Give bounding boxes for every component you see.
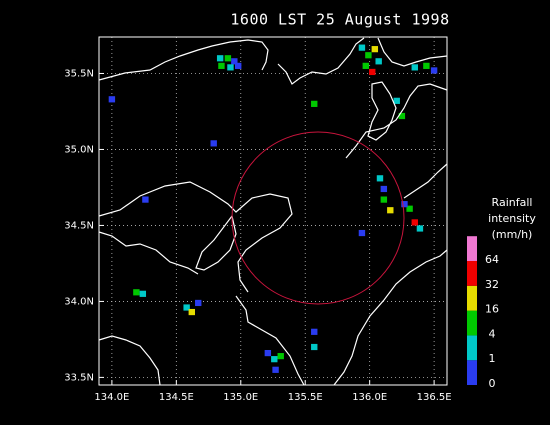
y-tick-label: 34.5N — [64, 220, 94, 231]
rain-cell — [139, 290, 147, 297]
rain-cell — [218, 62, 225, 69]
rain-cell — [195, 299, 202, 307]
colorbar: Rainfall intensity (mm/h) 0 1 4 16 32 64 — [467, 196, 536, 390]
plot-frame — [98, 36, 448, 386]
colorbar-segment — [467, 261, 477, 286]
rain-cell — [406, 205, 413, 212]
y-tick-label: 35.5N — [64, 68, 94, 79]
rain-cell — [264, 349, 272, 357]
radar-range — [231, 131, 405, 305]
rain-cell — [411, 219, 418, 226]
rain-cells — [108, 44, 438, 373]
rain-cell — [380, 185, 388, 193]
rain-cell — [387, 207, 394, 214]
rain-cell — [423, 62, 430, 69]
rain-cell — [231, 58, 238, 65]
colorbar-label: 1 — [489, 352, 496, 365]
rain-cell — [369, 68, 376, 76]
colorbar-title: Rainfall — [492, 196, 533, 209]
rain-cell — [183, 304, 190, 311]
rain-cell — [277, 353, 284, 360]
rain-cell — [311, 328, 318, 335]
x-tick-label: 134.0E — [94, 392, 129, 403]
coastlines — [98, 37, 448, 386]
rain-cell — [401, 201, 408, 208]
rain-cell — [398, 112, 406, 120]
colorbar-label: 16 — [485, 303, 499, 316]
rain-cell — [380, 196, 388, 203]
coastline — [277, 37, 365, 85]
rain-cell — [393, 97, 400, 104]
y-tick-label: 34.0N — [64, 296, 94, 307]
rain-cell — [224, 55, 232, 62]
rain-cell — [365, 52, 372, 59]
rain-cell — [362, 62, 369, 69]
rain-cell — [311, 100, 318, 107]
colorbar-segment — [467, 360, 477, 385]
rain-cell — [358, 44, 366, 51]
rain-cell — [133, 289, 140, 296]
axes: 134.0E 134.5E 135.0E 135.5E 136.0E 136.5E 33.5… — [64, 68, 451, 403]
rain-cell — [235, 62, 242, 69]
coastline — [333, 249, 448, 386]
coastline — [377, 37, 448, 67]
grid — [99, 37, 447, 385]
rain-cell — [227, 64, 234, 71]
awaji-island — [195, 214, 237, 271]
x-tick-label: 136.5E — [417, 392, 452, 403]
colorbar-segment — [467, 285, 477, 311]
rain-cell — [376, 175, 384, 182]
x-tick-label: 135.5E — [288, 392, 323, 403]
colorbar-label: 0 — [489, 377, 496, 390]
rain-cell — [311, 343, 318, 351]
coastline — [235, 295, 305, 386]
colorbar-title: (mm/h) — [492, 228, 533, 241]
lake-biwa — [367, 81, 397, 141]
coastline — [345, 83, 448, 159]
x-tick-label: 136.0E — [352, 392, 387, 403]
coastline — [98, 231, 199, 275]
colorbar-segment — [467, 335, 477, 361]
coastline — [98, 39, 269, 81]
x-tick-label: 135.0E — [223, 392, 258, 403]
coastline — [403, 163, 448, 199]
rain-cell — [375, 58, 382, 65]
rain-cell — [216, 55, 224, 62]
rain-cell — [108, 96, 116, 103]
colorbar-title: intensity — [488, 212, 536, 225]
rain-cell — [272, 366, 279, 373]
coastline — [98, 335, 161, 386]
colorbar-segment — [467, 310, 477, 336]
rain-cell — [416, 225, 424, 232]
rain-cell — [371, 46, 379, 53]
rain-cell — [430, 67, 438, 74]
map-title: 1600 LST 25 August 1998 — [230, 11, 449, 29]
rain-cell — [142, 196, 149, 203]
rain-cell — [188, 308, 195, 316]
colorbar-label: 64 — [485, 253, 499, 266]
colorbar-segment — [467, 236, 477, 261]
y-tick-label: 35.0N — [64, 144, 94, 155]
coastline — [98, 181, 293, 293]
rain-cell — [358, 229, 366, 237]
x-tick-label: 134.5E — [159, 392, 194, 403]
rain-cell — [411, 64, 418, 71]
colorbar-label: 32 — [485, 278, 499, 291]
rain-cell — [210, 140, 217, 147]
colorbar-label: 4 — [489, 327, 496, 340]
y-tick-label: 33.5N — [64, 372, 94, 383]
rain-cell — [271, 356, 278, 363]
